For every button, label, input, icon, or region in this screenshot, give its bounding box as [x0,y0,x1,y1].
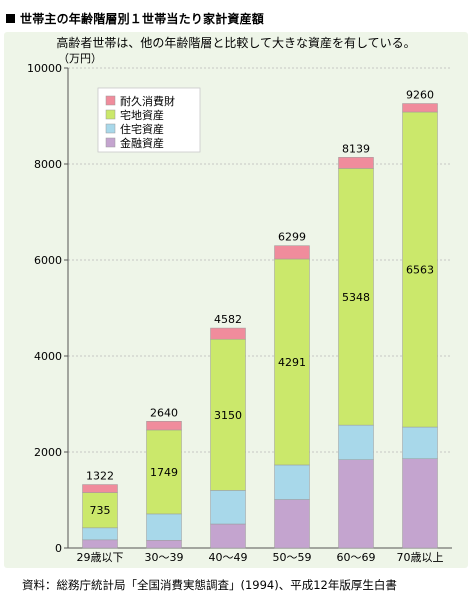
bar-segment-3 [338,168,374,426]
bar-segment-4 [146,421,182,431]
bar-segment-2 [402,426,438,459]
bar-segment-4 [82,484,118,493]
y-axis-label: （万円） [58,52,102,65]
data-label: 4291 [278,356,306,369]
legend-label: 宅地資産 [120,108,164,122]
y-tick-label: 6000 [34,254,62,267]
bar-segment-1 [402,458,438,549]
total-label: 1322 [86,470,114,483]
bar-segment-4 [210,327,246,340]
y-tick-label: 10000 [27,62,62,75]
x-tick-label: 30～39 [145,551,184,564]
x-tick-label: 70歳以上 [397,551,444,564]
bar-segment-3 [82,492,118,529]
legend-label: 住宅資産 [120,122,164,136]
x-tick-label: 60～69 [337,551,376,564]
legend-label: 金融資産 [120,136,164,150]
chart-title-text: 世帯主の年齢階層別１世帯当たり家計資産額 [20,12,265,26]
bar-segment-1 [210,523,246,549]
bar-segment-3 [274,258,310,466]
data-label: 3150 [214,409,242,422]
bar-segment-2 [338,424,374,460]
bar-segment-2 [210,490,246,525]
chart-subtitle: 高齢者世帯は、他の年齢階層と比較して大きな資産を有している。 [56,36,416,50]
y-tick-label: 0 [55,542,62,555]
bar-segment-3 [210,338,246,491]
bar-segment-4 [402,103,438,113]
data-label: 735 [90,504,111,517]
legend-label: 耐久消費財 [120,94,175,108]
legend-swatch [105,123,116,134]
bar-segment-1 [338,459,374,549]
source-note: 資料：総務庁統計局「全国消費実態調査」(1994)、平成12年版厚生白書 [22,578,397,592]
x-tick-label: 50～59 [273,551,312,564]
x-tick-label: 29歳以下 [77,551,124,564]
bar-segment-2 [146,513,182,541]
legend-swatch [105,109,116,120]
y-tick-label: 8000 [34,158,62,171]
bar-segment-3 [402,111,438,428]
bar-segment-1 [274,499,310,549]
x-tick-label: 40～49 [209,551,248,564]
bar-segment-1 [82,539,118,549]
legend-swatch [105,137,116,148]
legend-swatch [105,95,116,106]
bar-segment-4 [338,157,374,169]
chart-title: 世帯主の年齢階層別１世帯当たり家計資産額 [6,10,264,27]
data-label: 5348 [342,291,370,304]
bar-segment-4 [274,245,310,260]
total-label: 6299 [278,231,306,244]
bar-segment-2 [82,527,118,541]
total-label: 8139 [342,142,370,155]
data-label: 6563 [406,264,434,277]
bar-segment-1 [146,540,182,549]
bar-segment-3 [146,429,182,515]
total-label: 9260 [406,89,434,102]
y-tick-label: 2000 [34,446,62,459]
data-label: 1749 [150,466,178,479]
total-label: 4582 [214,313,242,326]
title-bullet-icon [6,14,15,23]
y-tick-label: 4000 [34,350,62,363]
total-label: 2640 [150,406,178,419]
bar-segment-2 [274,464,310,500]
